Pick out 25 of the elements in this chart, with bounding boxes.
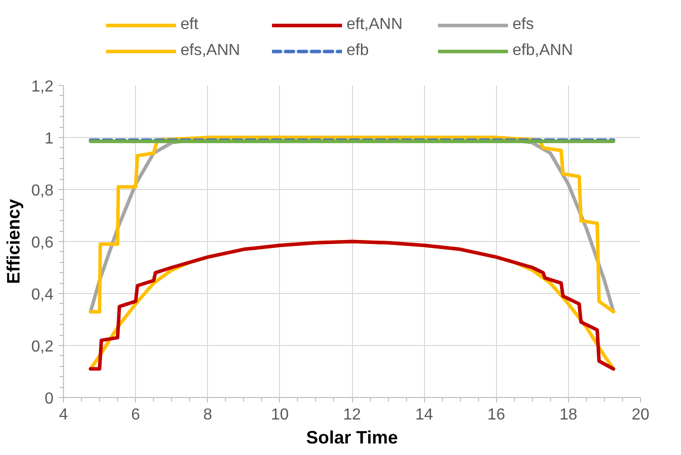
y-tick-label: 0,4 [31,286,54,304]
x-tick-label: 16 [487,406,506,424]
y-tick-label: 1,2 [31,78,54,96]
x-tick-label: 10 [270,406,289,424]
x-tick-label: 20 [632,406,650,424]
y-tick-label: 0 [44,390,54,408]
y-tick-label: 1 [44,130,54,148]
y-axis-title: Efficiency [3,198,24,284]
x-tick-label: 4 [59,406,68,424]
legend-label: efb [346,42,370,60]
x-tick-label: 8 [203,406,212,424]
legend-label: efb,ANN [512,42,574,60]
legend-label: efs [512,16,535,34]
x-tick-label: 12 [343,406,361,424]
line-series [88,136,616,314]
y-tick-label: 0,2 [31,338,54,356]
y-tick-label: 0,6 [31,234,54,252]
x-tick-label: 18 [559,406,578,424]
y-tick-label: 0,8 [31,182,54,200]
legend-label: efs,ANN [180,42,242,60]
legend-label: eft,ANN [346,16,404,34]
legend-label: eft [180,16,200,34]
x-tick-label: 14 [415,406,434,424]
x-tick-label: 6 [131,406,140,424]
x-axis-title: Solar Time [306,428,398,448]
